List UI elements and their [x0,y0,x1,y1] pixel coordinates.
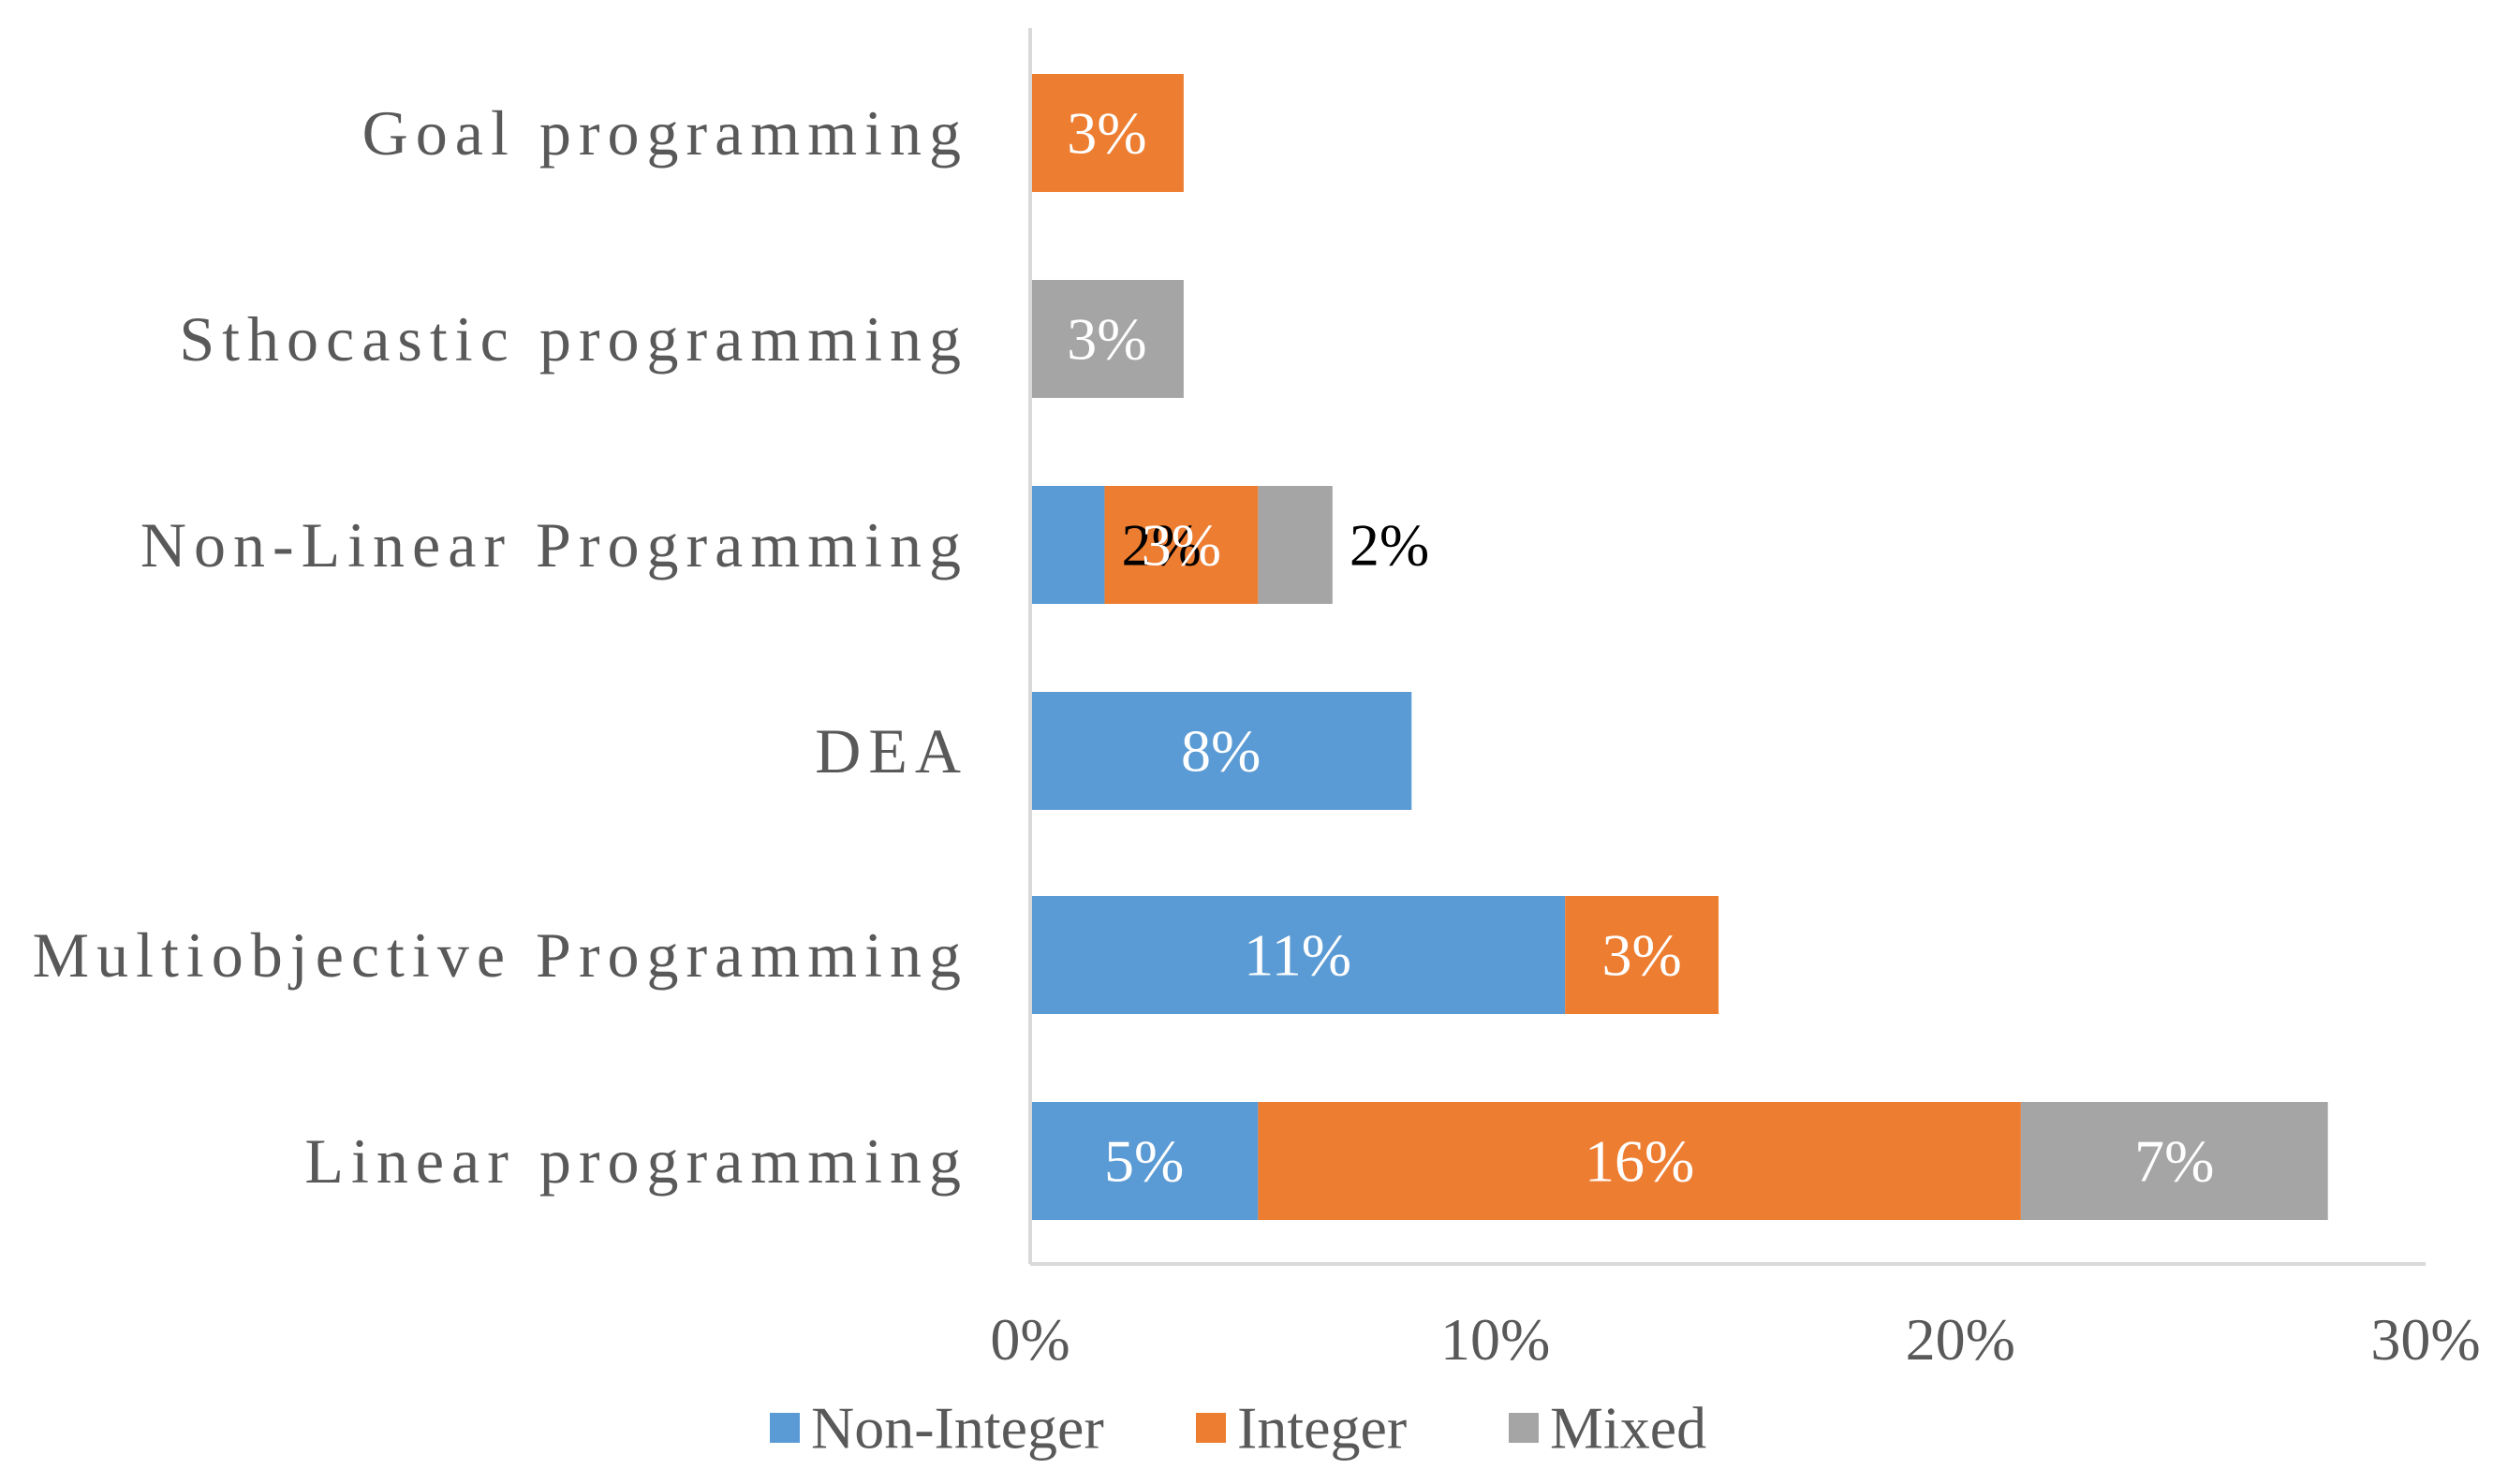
bar-non-linear-programming-non-integer [1030,486,1105,604]
legend: Non-Integer Integer Mixed [770,1395,1706,1462]
data-label-linear-programming-integer: 16% [1585,1128,1694,1195]
data-label-non-linear-programming-integer: 3% [1142,512,1221,579]
data-label-dea-non-integer: 8% [1181,718,1261,785]
legend-swatch-integer [1196,1413,1226,1443]
bar-multiobjective-programming-non-integer [1030,896,1566,1014]
data-label-linear-programming-non-integer: 5% [1104,1128,1184,1195]
bar-linear-programming-non-integer [1030,1102,1259,1220]
legend-label-non-integer: Non-Integer [811,1395,1104,1462]
category-label-non-linear-programming: Non-Linear Programming [140,509,968,580]
x-tick-label: 0% [990,1306,1069,1373]
data-label-non-linear-programming-mixed: 2% [1350,512,1429,579]
bar-sthocastic-programming-mixed [1030,280,1184,398]
bar-dea-non-integer [1030,692,1412,810]
data-label-non-linear-programming-non-integer: 2% [1121,512,1201,579]
axes-layer: 0% 10% 20% 30% Goal programming Sthocastic pr… [33,28,2481,1373]
bar-goal-programming-integer [1030,74,1184,192]
labels-layer: 3%3%2%3% 2%8%11% 3%5% 16% 7% [1067,100,2214,1195]
category-label-dea: DEA [815,715,968,786]
legend-label-mixed: Mixed [1550,1395,1706,1462]
bar-non-linear-programming-mixed [1258,486,1333,604]
bars-layer [1030,74,2328,1220]
data-label-sthocastic-programming-mixed: 3% [1067,306,1146,373]
bar-multiobjective-programming-integer [1565,896,1719,1014]
data-label-multiobjective-programming-integer: 3% [1601,922,1681,989]
data-label-multiobjective-programming-non-integer: 11% [1244,922,1351,989]
data-label-linear-programming-mixed: 7% [2134,1128,2214,1195]
data-label-goal-programming-integer: 3% [1067,100,1146,167]
x-tick-label: 20% [1906,1306,2015,1373]
bar-linear-programming-mixed [2020,1102,2328,1220]
bar-linear-programming-integer [1258,1102,2021,1220]
bar-non-linear-programming-integer [1104,486,1259,604]
category-label-linear-programming: Linear programming [304,1125,968,1197]
category-label-goal-programming: Goal programming [362,97,968,169]
x-tick-label: 10% [1440,1306,1550,1373]
x-tick-label: 30% [2370,1306,2480,1373]
legend-swatch-mixed [1509,1413,1539,1443]
legend-label-integer: Integer [1237,1395,1407,1462]
category-label-multiobjective-programming: Multiobjective Programming [33,919,968,991]
category-label-sthocastic-programming: Sthocastic programming [179,303,968,375]
legend-swatch-non-integer [770,1413,800,1443]
